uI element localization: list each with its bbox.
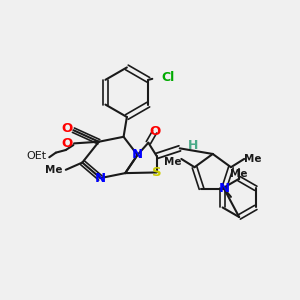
Text: Me: Me bbox=[45, 165, 63, 175]
Text: N: N bbox=[132, 148, 143, 161]
Text: H: H bbox=[188, 139, 198, 152]
Text: O: O bbox=[62, 122, 73, 135]
Text: N: N bbox=[218, 182, 230, 195]
Text: Me: Me bbox=[230, 169, 248, 179]
Text: O: O bbox=[149, 125, 160, 138]
Text: N: N bbox=[95, 172, 106, 184]
Text: Cl: Cl bbox=[161, 71, 174, 84]
Text: Me: Me bbox=[244, 154, 262, 164]
Text: O: O bbox=[62, 137, 73, 150]
Text: Me: Me bbox=[164, 157, 181, 167]
Text: OEt: OEt bbox=[27, 151, 47, 161]
Text: S: S bbox=[152, 166, 161, 179]
